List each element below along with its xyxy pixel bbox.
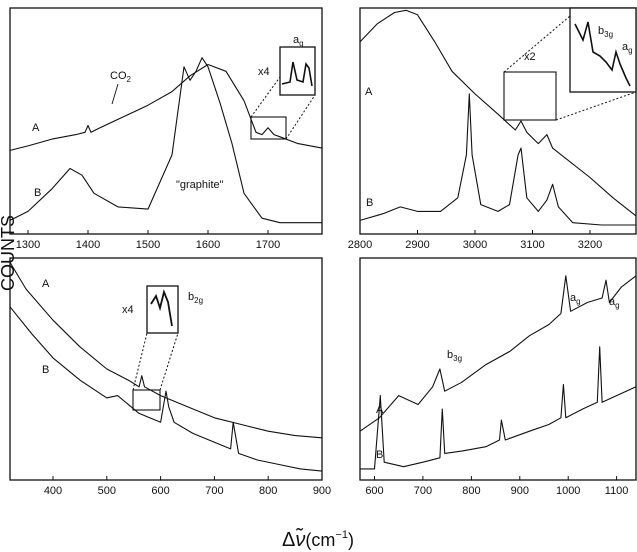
panel-4-series-a-line: [359, 275, 637, 432]
panel-1-series-a-line: [9, 63, 323, 151]
panel-1-trace-b-label: B: [34, 187, 41, 199]
panel-4-tick-label: 900: [511, 485, 529, 497]
panel-1-tick-label: 1300: [16, 239, 40, 251]
panel-2-series-b-line: [359, 93, 636, 226]
panel-1-tick-label: 1500: [136, 239, 160, 251]
panel-4-series-b-line: [360, 346, 637, 470]
panel-1-frame: [9, 7, 323, 235]
panel-3-inset: [146, 285, 179, 334]
panel-2-tick-label: 3100: [520, 239, 544, 251]
panel-4-tick-label: 700: [414, 485, 432, 497]
panel-1-zoom-leader-2: [285, 94, 316, 140]
panel-3-tick-label: 500: [98, 485, 116, 497]
panel-2-tick-label: 2900: [405, 239, 429, 251]
panel-3-tick-label: 700: [205, 485, 223, 497]
panel-1-tick-label: 1700: [256, 239, 280, 251]
panel-2-trace-a-label: A: [365, 86, 373, 98]
panel-1-trace-a-label: A: [32, 122, 40, 134]
panel-2-ag-label: ag: [622, 41, 633, 55]
panel-3-tick-label: 900: [313, 485, 331, 497]
panel-3-series-b-line: [9, 306, 323, 472]
panel-4-trace-a-label: A: [376, 404, 384, 416]
panel-3-b2g-label: b2g: [188, 291, 203, 305]
panel-1-tick-label: 1600: [196, 239, 220, 251]
panel-1-x4-label: x4: [258, 66, 270, 78]
panel-4-trace-b-label: B: [376, 449, 383, 461]
panel-2-b3g-label: b3g: [598, 25, 613, 39]
panel-3-zoom-leader-2: [159, 332, 179, 391]
panel-1-series-b-line: [9, 57, 322, 224]
panel-4-tick-label: 800: [462, 485, 480, 497]
panel-2-series-a-line: [359, 9, 637, 217]
panel-2-x2-label: x2: [524, 51, 536, 63]
panel-1-zoom-leader-1: [250, 76, 281, 118]
panel-3-trace-b-label: B: [42, 364, 49, 376]
panel-2-frame: [359, 7, 637, 235]
panel-3-tick-label: 600: [151, 485, 169, 497]
panel-2-trace-b-label: B: [366, 197, 373, 209]
panel-1-inset-trace: [281, 61, 313, 87]
panel-4-ag-label-2: ag: [609, 296, 620, 310]
panel-3-x4-label: x4: [122, 304, 134, 316]
panel-4-tick-label: 1100: [605, 485, 629, 497]
y-axis-label: COUNTS: [0, 215, 18, 291]
co2-pointer: [111, 83, 119, 105]
panel-4-ag-label-1: ag: [570, 292, 581, 306]
co2-annotation: CO2: [110, 70, 132, 84]
panel-1-zoom-box: [250, 116, 287, 140]
panel-2-zoom-box: [503, 71, 557, 121]
panel-3-trace-a-label: A: [42, 278, 50, 290]
graphite-annotation: "graphite": [176, 179, 224, 191]
panel-2-inset-trace: [574, 21, 631, 87]
panel-3-zoom-box: [132, 389, 161, 411]
panel-1-tick-label: 1400: [76, 239, 100, 251]
panel-1-ag-label: ag: [293, 34, 304, 48]
panel-4-frame: [359, 257, 637, 481]
panel-2-tick-label: 3200: [578, 239, 602, 251]
panel-4-b3g-label: b3g: [447, 349, 462, 363]
panel-3-series-a-line: [9, 262, 323, 439]
panel-2-zoom-leader-1: [503, 15, 571, 73]
panel-3-frame: [9, 257, 323, 481]
panel-3-tick-label: 400: [44, 485, 62, 497]
panel-4-tick-label: 1000: [556, 485, 580, 497]
panel-4-tick-label: 600: [365, 485, 383, 497]
panel-2-tick-label: 2800: [348, 239, 372, 251]
panel-2-inset: [569, 7, 637, 93]
x-axis-label: Δν̃(cm−1): [282, 527, 354, 551]
panel-2-tick-label: 3000: [463, 239, 487, 251]
panel-3-tick-label: 800: [259, 485, 277, 497]
panel-2-zoom-leader-2: [555, 91, 637, 121]
panel-3-zoom-leader-1: [132, 332, 148, 391]
panel-3-inset-trace: [150, 289, 173, 327]
